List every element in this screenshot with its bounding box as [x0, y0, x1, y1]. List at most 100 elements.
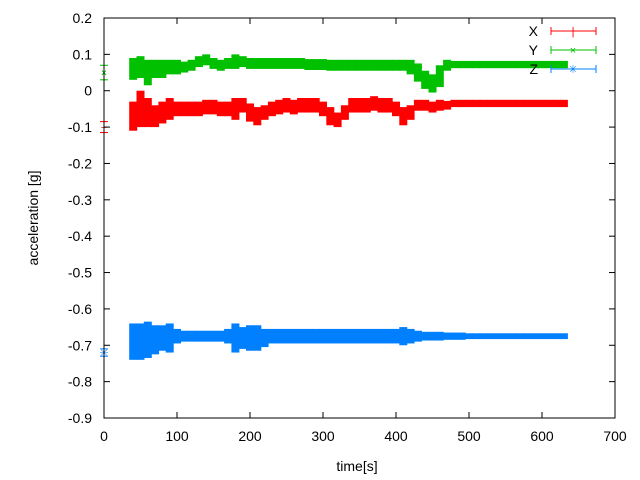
data-point [297, 328, 306, 344]
data-point [355, 328, 364, 344]
data-point [465, 333, 473, 340]
legend-label: Y [529, 42, 539, 58]
data-point [267, 328, 276, 344]
data-point [143, 59, 152, 86]
data-point [362, 98, 371, 113]
data-point [158, 325, 167, 351]
data-point [246, 325, 254, 351]
data-point [304, 59, 313, 70]
data-point [559, 60, 568, 69]
data-point [187, 59, 196, 71]
data-point [450, 332, 459, 340]
data-point [494, 333, 503, 340]
data-point [538, 99, 546, 108]
data-point [319, 59, 327, 70]
data-point [516, 333, 525, 340]
data-point [180, 61, 189, 73]
data-point [501, 99, 510, 108]
data-point [421, 331, 430, 341]
data-point [348, 98, 357, 113]
legend: X | Y × Z ✳ [529, 23, 597, 77]
data-point [348, 328, 357, 344]
y-tick-label: -0.7 [68, 337, 92, 353]
data-point [319, 101, 327, 117]
y-tick-label: -0.5 [68, 265, 92, 281]
data-point [552, 333, 561, 340]
data-point [136, 323, 145, 360]
data-point [523, 333, 532, 340]
data-point [136, 90, 145, 128]
data-point [224, 101, 233, 117]
legend-label: X [529, 23, 539, 39]
data-point [289, 58, 298, 69]
y-tick-label: -0.2 [68, 155, 92, 171]
data-point [501, 60, 510, 69]
data-point [333, 328, 342, 344]
data-point [129, 323, 138, 360]
data-point [435, 99, 444, 111]
data-point [319, 328, 327, 344]
x-tick-label: 0 [100, 428, 108, 444]
data-point [202, 99, 211, 115]
data-point [406, 328, 415, 344]
data-point [406, 59, 415, 75]
data-point [392, 101, 400, 117]
data-point [282, 328, 291, 344]
data-point [435, 65, 444, 88]
data-point [209, 330, 218, 342]
data-point [202, 330, 211, 342]
y-axis-label: acceleration [g] [25, 171, 41, 266]
data-point [180, 101, 189, 117]
data-point [311, 98, 320, 113]
data-point [486, 60, 495, 69]
data-point [260, 58, 269, 69]
data-point [472, 333, 481, 340]
data-point [275, 328, 284, 344]
data-point [428, 101, 437, 113]
data-point [187, 330, 196, 342]
y-tick-label: -0.1 [68, 119, 92, 135]
data-point [479, 60, 488, 69]
data-point [552, 60, 561, 69]
data-point [443, 100, 452, 110]
data-point [552, 99, 561, 108]
data-point [253, 107, 262, 126]
data-point [465, 99, 473, 108]
data-point [472, 99, 481, 108]
data-point [392, 328, 400, 344]
data-point [165, 59, 174, 75]
data-point [494, 60, 503, 69]
data-point [194, 330, 203, 342]
data-point [246, 58, 254, 69]
data-point [530, 333, 539, 340]
data-point [392, 59, 400, 71]
data-point [435, 331, 444, 341]
data-point [530, 99, 539, 108]
x-tick-label: 100 [165, 428, 189, 444]
data-point [538, 333, 546, 340]
data-point [399, 107, 408, 126]
y-tick-label: -0.4 [68, 228, 92, 244]
data-point [545, 99, 554, 108]
data-point [267, 58, 276, 69]
data-point [224, 58, 233, 69]
legend-marker: | [572, 26, 575, 38]
data-point [282, 58, 291, 69]
x-tick-label: 700 [603, 428, 627, 444]
y-tick-label: 0.2 [73, 10, 93, 26]
data-point [275, 58, 284, 69]
data-point [224, 328, 233, 344]
data-point [340, 59, 349, 71]
series-Z: ✳ [99, 321, 568, 360]
data-point [151, 59, 160, 78]
y-tick-label: 0 [84, 83, 92, 99]
data-point [304, 98, 313, 113]
x-tick-label: 300 [311, 428, 335, 444]
data-point [377, 98, 386, 113]
data-point [333, 59, 342, 71]
data-point [289, 328, 298, 344]
data-point [421, 99, 430, 111]
data-point [399, 59, 408, 71]
data-point [246, 103, 254, 122]
data-point [194, 56, 203, 68]
